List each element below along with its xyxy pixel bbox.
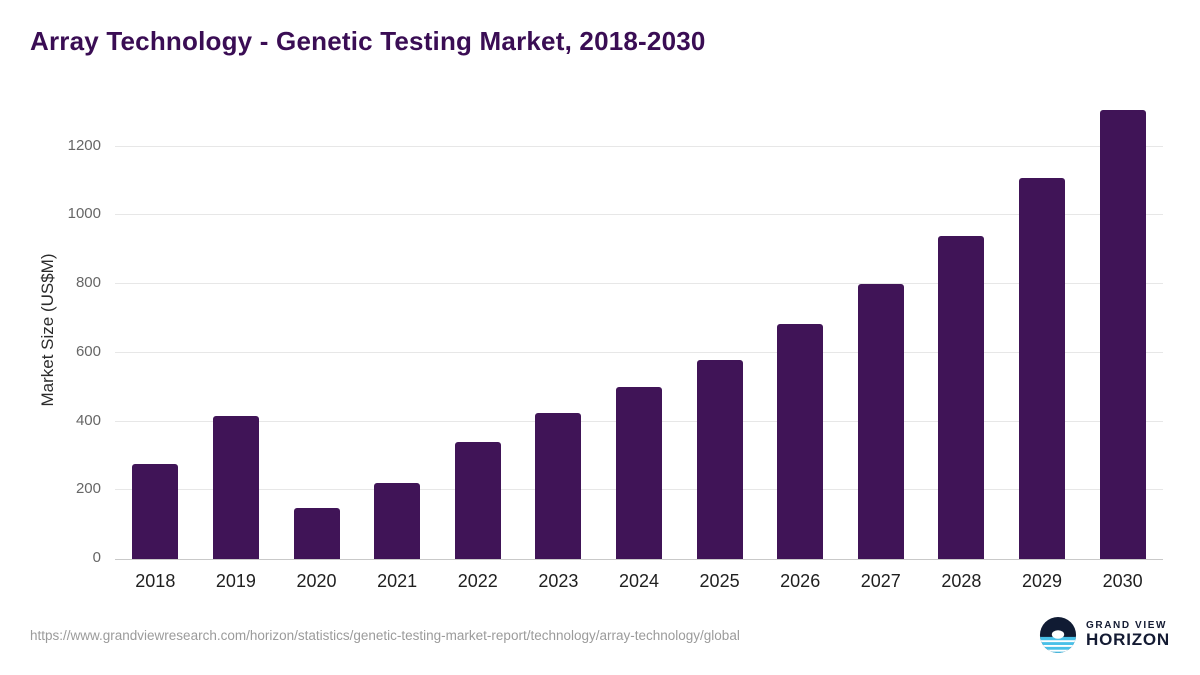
bar-2028 bbox=[938, 235, 985, 559]
bar-2029 bbox=[1019, 177, 1065, 559]
xtick-label: 2023 bbox=[538, 571, 579, 591]
footer: https://www.grandviewresearch.com/horizo… bbox=[0, 605, 1200, 675]
page-title: Array Technology - Genetic Testing Marke… bbox=[30, 26, 706, 56]
bar-2021 bbox=[374, 483, 421, 559]
bar-2030 bbox=[1099, 110, 1146, 559]
gridline: 800 bbox=[76, 274, 1163, 291]
xtick-label: 2021 bbox=[377, 571, 418, 591]
source-url: https://www.grandviewresearch.com/horizo… bbox=[30, 627, 740, 643]
bar-slot: 2029 bbox=[1002, 95, 1083, 591]
bar-slot: 2027 bbox=[840, 95, 921, 591]
bar-slot: 2019 bbox=[196, 95, 277, 591]
gridline: 1200 bbox=[68, 137, 1163, 154]
bar-2018 bbox=[132, 464, 179, 559]
bar-slot: 2026 bbox=[760, 95, 841, 591]
xtick-label: 2024 bbox=[618, 571, 659, 591]
gridline: 600 bbox=[76, 343, 1163, 360]
plot-area: 0 200 400 600 800 1000 1200 2018 2019 2020 2021 20… bbox=[68, 95, 1163, 591]
ytick-label: 400 bbox=[75, 411, 101, 429]
bar-slot: 2028 bbox=[921, 95, 1002, 591]
ytick-label: 600 bbox=[75, 342, 101, 360]
logo-line2: HORIZON bbox=[1086, 630, 1170, 650]
bars-container: 2018 2019 2020 2021 2022 2023 2024 2025 2026 2027… bbox=[115, 95, 1163, 591]
bar-slot: 2023 bbox=[518, 95, 599, 591]
bar-slot: 2022 bbox=[437, 95, 518, 591]
bar-2024 bbox=[615, 387, 662, 559]
xtick-label: 2028 bbox=[941, 571, 982, 591]
gridline: 0 bbox=[93, 549, 1163, 566]
ytick-label: 800 bbox=[75, 274, 101, 292]
bar-2020 bbox=[293, 508, 340, 559]
ytick-label: 1200 bbox=[67, 136, 101, 154]
gridline: 1000 bbox=[68, 205, 1163, 222]
bar-2025 bbox=[696, 359, 743, 559]
xtick-label: 2029 bbox=[1021, 571, 1063, 591]
xtick-label: 2027 bbox=[860, 571, 901, 591]
bar-2022 bbox=[454, 442, 501, 559]
grand-view-horizon-logo: GRAND VIEW HORIZON bbox=[1039, 616, 1170, 654]
horizon-logo-icon bbox=[1039, 616, 1077, 654]
bar-2026 bbox=[777, 324, 824, 559]
bar-slot: 2020 bbox=[276, 95, 357, 591]
xtick-label: 2022 bbox=[457, 571, 498, 591]
ytick-label: 1000 bbox=[67, 205, 101, 223]
xtick-label: 2026 bbox=[780, 571, 821, 591]
y-axis-title: Market Size (US$M) bbox=[38, 253, 57, 407]
bar-slot: 2025 bbox=[679, 95, 760, 591]
xtick-label: 2030 bbox=[1102, 571, 1143, 591]
ytick-label: 0 bbox=[92, 549, 101, 566]
bar-slot: 2021 bbox=[357, 95, 438, 591]
bar-slot: 2018 bbox=[115, 95, 196, 591]
xtick-label: 2025 bbox=[699, 571, 740, 591]
xtick-label: 2019 bbox=[215, 571, 256, 591]
xtick-label: 2020 bbox=[296, 571, 337, 591]
ytick-label: 200 bbox=[75, 480, 101, 498]
xtick-label: 2018 bbox=[135, 571, 176, 591]
logo-line1: GRAND VIEW bbox=[1086, 619, 1168, 631]
bar-2023 bbox=[535, 412, 582, 559]
bar-2019 bbox=[212, 416, 259, 559]
bar-slot: 2030 bbox=[1082, 95, 1163, 591]
logo-text: GRAND VIEW HORIZON bbox=[1086, 619, 1170, 650]
bar-slot: 2024 bbox=[599, 95, 680, 591]
bar-2027 bbox=[857, 284, 904, 559]
